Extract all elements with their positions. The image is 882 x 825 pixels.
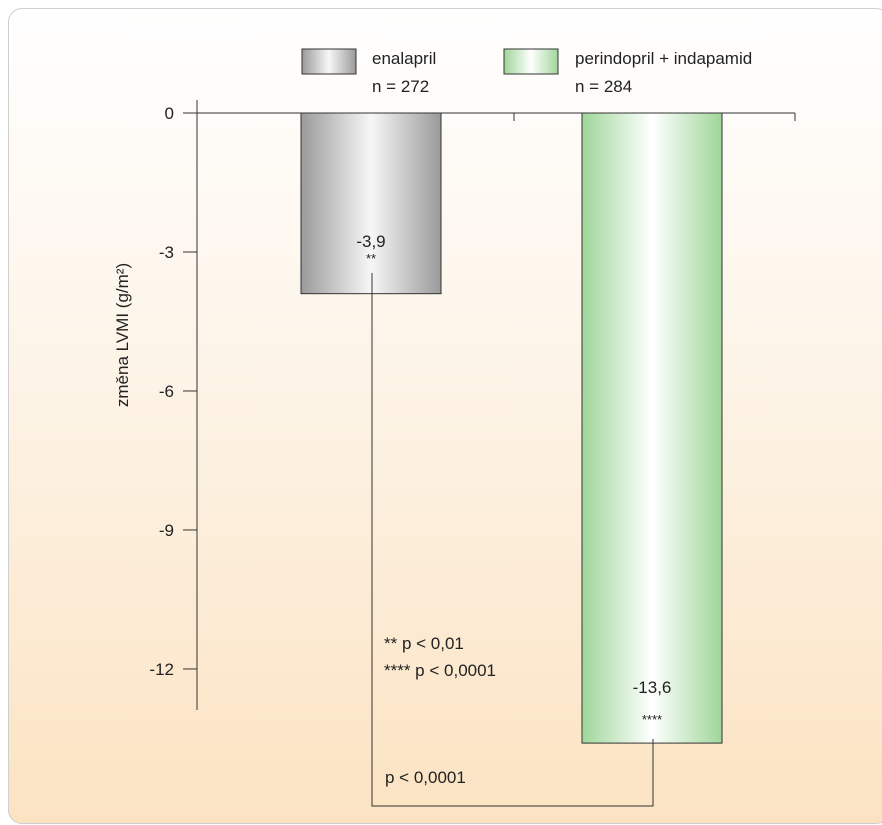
y-tick-label-0: 0	[165, 104, 174, 123]
bar-value-label-enalapril: -3,9	[356, 232, 385, 251]
y-tick-label-4: -12	[149, 660, 174, 679]
axes: 0 -3 -6 -9 -12	[149, 100, 796, 710]
y-tick-label-3: -9	[159, 521, 174, 540]
comparison-bracket	[371, 273, 654, 807]
footnote-p0001: **** p < 0,0001	[384, 661, 496, 680]
bar-enalapril	[300, 112, 442, 295]
bar-significance-perindopril: ****	[642, 712, 662, 727]
bar-perindopril-indapamid	[581, 112, 723, 744]
footnote-p01: ** p < 0,01	[384, 634, 464, 653]
y-tick-label-2: -6	[159, 382, 174, 401]
legend-n-perindopril: n = 284	[575, 77, 632, 96]
bar-significance-enalapril: **	[366, 251, 376, 266]
comparison-p-value: p < 0,0001	[385, 768, 466, 787]
y-axis-label: změna LVMI (g/m²)	[113, 263, 132, 407]
legend-n-enalapril: n = 272	[372, 77, 429, 96]
chart-panel	[8, 8, 882, 824]
bars	[300, 112, 723, 744]
legend-label-perindopril: perindopril + indapamid	[575, 49, 752, 68]
legend-swatch-enalapril	[301, 48, 357, 75]
legend-swatch-perindopril	[503, 48, 559, 75]
legend-label-enalapril: enalapril	[372, 49, 436, 68]
y-tick-label-1: -3	[159, 243, 174, 262]
legend: enalapril n = 272 perindopril + indapami…	[301, 48, 752, 96]
bar-value-label-perindopril: -13,6	[633, 678, 672, 697]
